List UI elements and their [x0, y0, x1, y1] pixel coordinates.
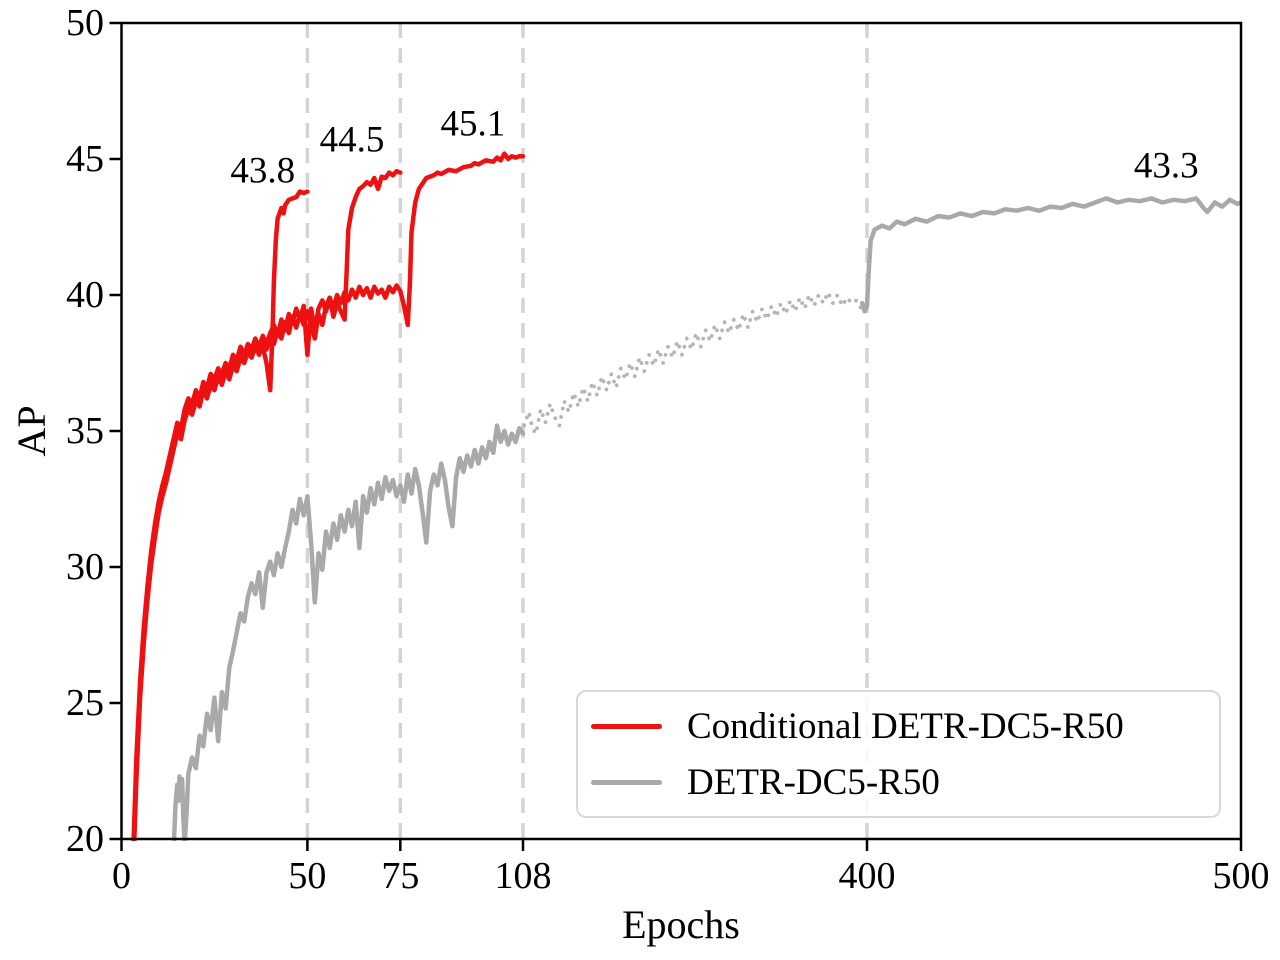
series-detr-dc5-r50-solid-late-line: [860, 196, 1241, 314]
legend-line-sample-gray: [591, 779, 662, 785]
legend-box: Conditional DETR-DC5-R50 DETR-DC5-R50: [576, 690, 1221, 818]
series-conditional-detr-dc5-r50-50ep-line: [131, 189, 310, 841]
legend-line-sample-red: [591, 723, 662, 729]
x-tick-label-108: 108: [494, 855, 552, 897]
y-tick-label-35: 35: [66, 410, 104, 452]
legend-item-conditional-detr: Conditional DETR-DC5-R50: [591, 702, 1219, 750]
annotation-44.5: 44.5: [319, 119, 385, 161]
legend-item-detr: DETR-DC5-R50: [591, 758, 1219, 806]
series-detr-dc5-r50-solid-early-line: [171, 423, 526, 841]
annotation-43.3: 43.3: [1133, 145, 1199, 187]
y-tick-label-20: 20: [66, 818, 104, 860]
y-tick-label-50: 50: [66, 2, 104, 44]
x-tick-label-400: 400: [838, 855, 896, 897]
x-tick-label-500: 500: [1212, 855, 1270, 897]
legend-label-detr: DETR-DC5-R50: [687, 761, 940, 803]
annotation-45.1: 45.1: [440, 103, 506, 145]
x-tick-label-50: 50: [288, 855, 327, 897]
series-conditional-detr-dc5-r50-108ep-line: [132, 151, 526, 841]
legend-label-conditional-detr: Conditional DETR-DC5-R50: [687, 705, 1124, 747]
x-axis-title: Epochs: [622, 902, 740, 947]
x-tick-label-75: 75: [381, 855, 420, 897]
series-detr-dc5-r50-dotted-mid-line: [522, 290, 867, 436]
y-tick-label-40: 40: [66, 274, 104, 316]
y-tick-label-25: 25: [66, 682, 104, 724]
annotation-43.8: 43.8: [230, 150, 296, 192]
y-tick-label-45: 45: [66, 138, 104, 180]
y-tick-label-30: 30: [66, 546, 104, 588]
x-tick-label-0: 0: [112, 855, 131, 897]
